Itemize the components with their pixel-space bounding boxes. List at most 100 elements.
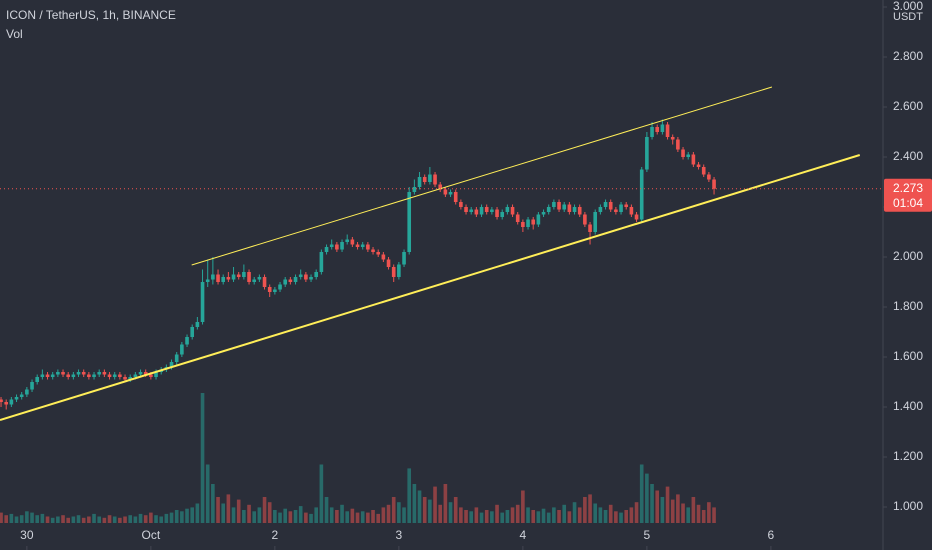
volume-bar	[76, 515, 81, 523]
candle-body	[87, 374, 91, 377]
candle-body	[0, 399, 3, 402]
volume-bar	[35, 515, 40, 523]
candle-body	[696, 164, 701, 167]
volume-bar	[71, 516, 76, 523]
volume-bar	[329, 507, 334, 523]
volume-bar	[169, 512, 174, 523]
volume-bar	[319, 464, 324, 523]
candle-body	[247, 272, 251, 282]
candle-body	[9, 399, 14, 405]
volume-bar	[614, 511, 618, 523]
y-tick-label: 3.000	[893, 0, 923, 13]
candle-body	[273, 289, 277, 292]
volume-bar	[107, 515, 112, 523]
volume-bar	[562, 504, 567, 523]
candle-body	[19, 394, 24, 397]
volume-bar	[231, 507, 236, 523]
candle-body	[25, 389, 29, 395]
volume-bar	[552, 507, 556, 523]
x-tick-label: 6	[768, 528, 775, 542]
volume-bar	[650, 484, 654, 523]
volume-bar	[701, 510, 706, 523]
volume-bar	[541, 508, 546, 523]
volume-bar	[464, 510, 468, 523]
candle-body	[376, 252, 381, 255]
candle-body	[619, 204, 623, 212]
candle-body	[128, 377, 133, 380]
x-tick-label: 3	[396, 528, 403, 542]
volume-bar	[262, 497, 267, 523]
volume-bar	[195, 503, 200, 523]
candle-body	[50, 374, 55, 377]
candle-body	[510, 207, 515, 215]
candle-body	[304, 274, 308, 280]
candle-body	[686, 154, 691, 157]
candle-body	[76, 372, 81, 375]
candle-body	[360, 244, 365, 247]
candle-body	[185, 337, 189, 345]
candle-body	[236, 274, 241, 277]
candle-body	[216, 274, 220, 282]
candle-body	[319, 252, 324, 272]
candle-body	[30, 382, 34, 390]
candle-body	[583, 214, 587, 225]
candle-body	[650, 127, 654, 137]
candle-body	[293, 277, 298, 282]
candle-body	[123, 377, 127, 380]
candle-body	[521, 222, 525, 227]
candle-body	[670, 137, 675, 140]
candle-body	[464, 207, 468, 212]
volume-bar	[510, 507, 515, 523]
volume-bar	[278, 512, 282, 523]
trendline	[0, 154, 861, 421]
candle-body	[14, 397, 19, 400]
volume-bar	[412, 484, 417, 523]
volume-bar	[174, 510, 179, 523]
candle-body	[417, 177, 422, 187]
candle-body	[112, 374, 117, 377]
volume-bar	[19, 515, 24, 523]
volume-bar	[712, 507, 716, 523]
candle-body	[428, 174, 432, 182]
volume-bar	[118, 517, 122, 523]
candle-body	[371, 249, 375, 252]
volume-bar	[314, 507, 319, 523]
volume-bar	[572, 502, 577, 523]
candle-body	[634, 214, 639, 220]
candle-body	[614, 209, 618, 212]
volume-bar	[164, 513, 169, 523]
volume-bar	[619, 512, 623, 523]
candle-body	[681, 149, 685, 157]
volume-bar	[681, 503, 685, 523]
volume-bar	[133, 516, 138, 523]
candle-body	[366, 244, 370, 250]
volume-bar	[252, 511, 257, 523]
candle-body	[309, 277, 313, 280]
candle-body	[345, 239, 350, 242]
volume-bar	[603, 510, 608, 523]
candle-body	[495, 209, 499, 217]
volume-bar	[495, 504, 499, 523]
candle-body	[701, 167, 706, 175]
candle-body	[180, 344, 184, 355]
volume-bar	[443, 484, 448, 523]
volume-bar	[355, 512, 360, 523]
volume-bar	[14, 516, 19, 523]
volume-bar	[293, 510, 298, 523]
candle-body	[645, 137, 649, 170]
candle-body	[593, 212, 598, 232]
volume-bar	[123, 516, 127, 523]
candle-body	[195, 322, 200, 327]
volume-bar	[391, 497, 396, 523]
y-tick-label: 2.800	[893, 49, 923, 63]
volume-bar	[567, 511, 572, 523]
candle-body	[174, 354, 179, 362]
candle-body	[479, 207, 484, 215]
volume-bar	[546, 512, 551, 523]
volume-bar	[707, 502, 711, 523]
volume-bar	[56, 516, 60, 523]
volume-bar	[149, 512, 153, 523]
candle-body	[97, 372, 102, 375]
candle-body	[531, 219, 536, 225]
